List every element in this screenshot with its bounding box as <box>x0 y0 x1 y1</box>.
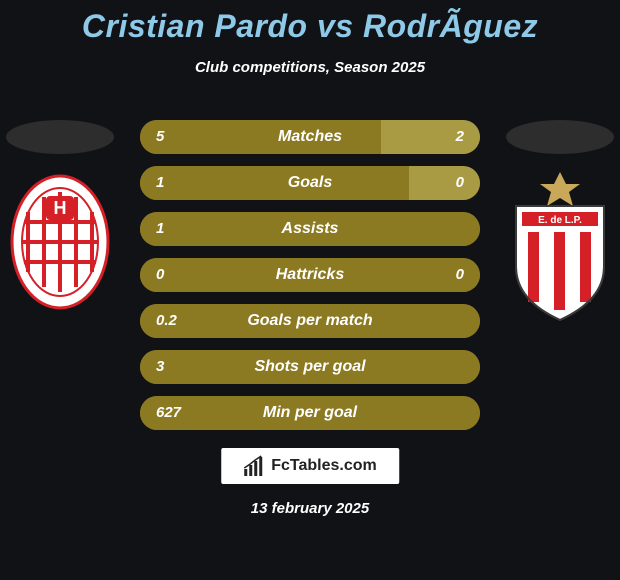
huracan-crest-icon: H <box>10 172 110 312</box>
estudiantes-crest-icon: E. de L.P. <box>510 172 610 322</box>
stat-row: 10Goals <box>140 166 480 200</box>
stat-label: Assists <box>140 212 480 246</box>
stat-label: Goals per match <box>140 304 480 338</box>
player-left-avatar-placeholder <box>6 120 114 154</box>
page-title: Cristian Pardo vs RodrÃ­guez <box>0 0 620 45</box>
date-label: 13 february 2025 <box>0 500 620 517</box>
watermark-badge: FcTables.com <box>221 448 399 484</box>
stat-row: 627Min per goal <box>140 396 480 430</box>
watermark-text: FcTables.com <box>271 457 377 475</box>
stat-label: Min per goal <box>140 396 480 430</box>
player-right-avatar-placeholder <box>506 120 614 154</box>
player-right-column: E. de L.P. <box>500 120 620 327</box>
comparison-bars: 52Matches 10Goals 1Assists 00Hattricks 0.2Go… <box>140 120 480 442</box>
stat-row: 0.2Goals per match <box>140 304 480 338</box>
svg-text:H: H <box>54 198 67 218</box>
club-crest-left: H <box>10 172 110 317</box>
stat-row: 3Shots per goal <box>140 350 480 384</box>
stat-row: 52Matches <box>140 120 480 154</box>
stat-label: Matches <box>140 120 480 154</box>
stat-row: 1Assists <box>140 212 480 246</box>
stat-label: Hattricks <box>140 258 480 292</box>
stat-label: Shots per goal <box>140 350 480 384</box>
stat-label: Goals <box>140 166 480 200</box>
svg-text:E. de L.P.: E. de L.P. <box>538 215 582 226</box>
season-subtitle: Club competitions, Season 2025 <box>0 59 620 76</box>
player-left-column: H <box>0 120 120 317</box>
stat-row: 00Hattricks <box>140 258 480 292</box>
fctables-logo-icon <box>243 455 265 477</box>
club-crest-right: E. de L.P. <box>510 172 610 327</box>
